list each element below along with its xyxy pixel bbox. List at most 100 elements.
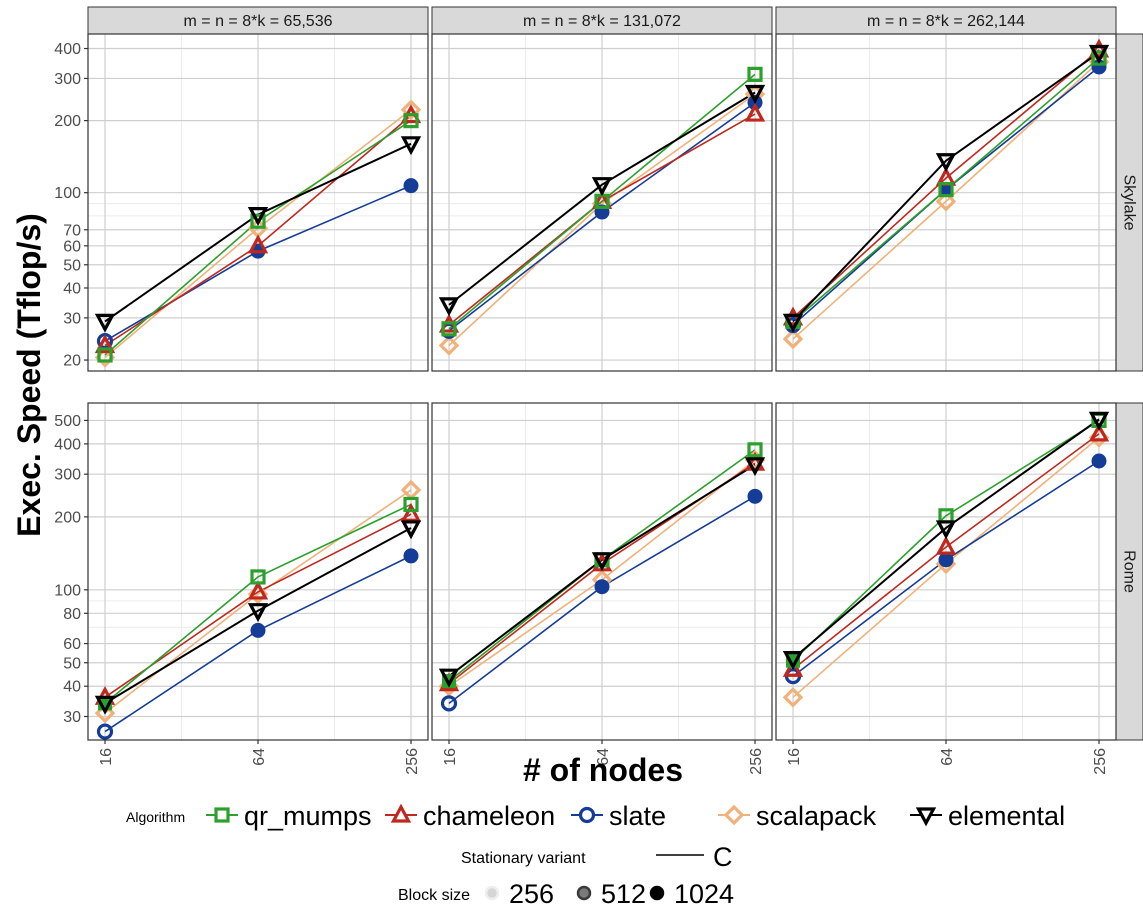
data-point-chameleon [1088,422,1110,442]
y-tick-label: 50 [63,655,81,672]
data-point-qr_mumps [441,321,457,337]
data-point-scalapack [782,328,804,350]
legend-item-elemental: elemental [948,801,1065,831]
data-point-elemental [591,177,613,197]
y-tick-label: 60 [63,238,81,255]
data-point-elemental [744,457,766,477]
legend-item-slate: slate [609,801,666,831]
data-point-elemental [1088,411,1110,431]
data-point-elemental [94,313,116,333]
series-line-elemental [448,463,756,678]
panel [431,33,773,372]
legend-blocksize-label: 1024 [674,879,734,909]
panel: 16 64 256 [431,402,773,775]
y-tick-label: 40 [63,280,81,297]
y-axis-title: Exec. Speed (Tflop/s) [11,213,47,537]
data-point-slate [403,548,419,564]
panel: 16 64 256 30 40 50 60 80 100 200 300 400 500 [54,402,429,775]
data-point-slate [1091,453,1107,469]
column-strip [431,6,773,35]
data-point-chameleon [94,334,116,354]
legend-variant-label: C [713,842,733,872]
data-point-elemental [400,520,422,540]
legend-blocksize-label: 512 [601,879,646,909]
data-point-chameleon [935,535,957,555]
data-point-elemental [438,668,460,688]
data-point-qr_mumps [250,569,266,585]
data-point-chameleon [247,580,269,600]
data-point-chameleon [744,102,766,122]
data-point-elemental [935,153,957,173]
legend-title-variant: Stationary variant [461,850,586,867]
x-tick-label: 256 [404,748,421,775]
legend: Algorithm qr_mumps chameleon slate scalapack… [126,801,1065,909]
data-point-elemental [1088,44,1110,64]
row-strip-label: Skylake [1121,174,1138,230]
data-point-qr_mumps [97,347,113,363]
y-tick-label: 500 [54,413,81,430]
y-tick-label: 400 [54,41,81,58]
data-point-slate [594,579,610,595]
legend-blocksize-dot [484,885,500,901]
data-point-qr_mumps [1091,50,1107,66]
legend-item-scalapack: scalapack [756,801,877,831]
data-point-scalapack [94,702,116,724]
y-tick-label: 80 [63,606,81,623]
x-tick-label: 64 [251,748,268,766]
data-point-elemental [94,695,116,715]
series-line-elemental [792,418,1100,660]
series-line-elemental [448,91,756,306]
x-axis-title: # of nodes [523,752,683,788]
column-strip-label: m = n = 8*k = 131,072 [523,13,681,30]
x-tick-label: 256 [1092,748,1109,775]
data-point-slate [403,178,419,194]
data-point-elemental [438,297,460,317]
legend-item-chameleon: chameleon [423,801,555,831]
series-line-qr_mumps [104,503,412,704]
panel-border [431,33,773,372]
data-point-qr_mumps [403,113,419,129]
data-point-chameleon [1088,38,1110,58]
series-line-scalapack [448,93,756,347]
legend-title-algorithm: Algorithm [126,809,185,825]
y-tick-label: 20 [63,353,81,370]
series-line-elemental [792,51,1100,323]
column-strip [775,6,1117,35]
series-line-chameleon [792,433,1100,670]
x-tick-label: 64 [595,748,612,766]
column-strip-label: m = n = 8*k = 65,536 [184,13,333,30]
data-point-slate [96,723,114,740]
y-tick-label: 400 [54,436,81,453]
y-tick-label: 30 [63,310,81,327]
data-point-qr_mumps [250,213,266,229]
data-point-qr_mumps [747,66,763,82]
data-point-slate [747,488,763,504]
series-line-chameleon [792,49,1100,319]
data-point-scalapack [400,99,422,121]
data-point-chameleon [247,234,269,254]
data-point-chameleon [400,502,422,522]
legend-blocksize-label: 256 [509,879,554,909]
y-tick-label: 200 [54,509,81,526]
y-tick-label: 30 [63,709,81,726]
legend-key-marker [214,807,230,823]
legend-key-marker [578,806,596,824]
legend-blocksize-dot [576,885,592,901]
y-tick-label: 300 [54,71,81,88]
data-point-elemental [744,84,766,104]
panel-border [87,33,429,372]
y-tick-label: 60 [63,636,81,653]
series-line-qr_mumps [792,419,1100,662]
y-tick-label: 200 [54,113,81,130]
data-point-elemental [400,136,422,156]
legend-blocksize-dot [649,885,665,901]
panel-border [775,33,1117,372]
x-tick-label: 16 [98,748,115,766]
y-tick-label: 50 [63,257,81,274]
data-point-elemental [247,603,269,623]
data-point-elemental [591,552,613,572]
y-tick-label: 100 [54,582,81,599]
row-strip [1115,33,1143,372]
